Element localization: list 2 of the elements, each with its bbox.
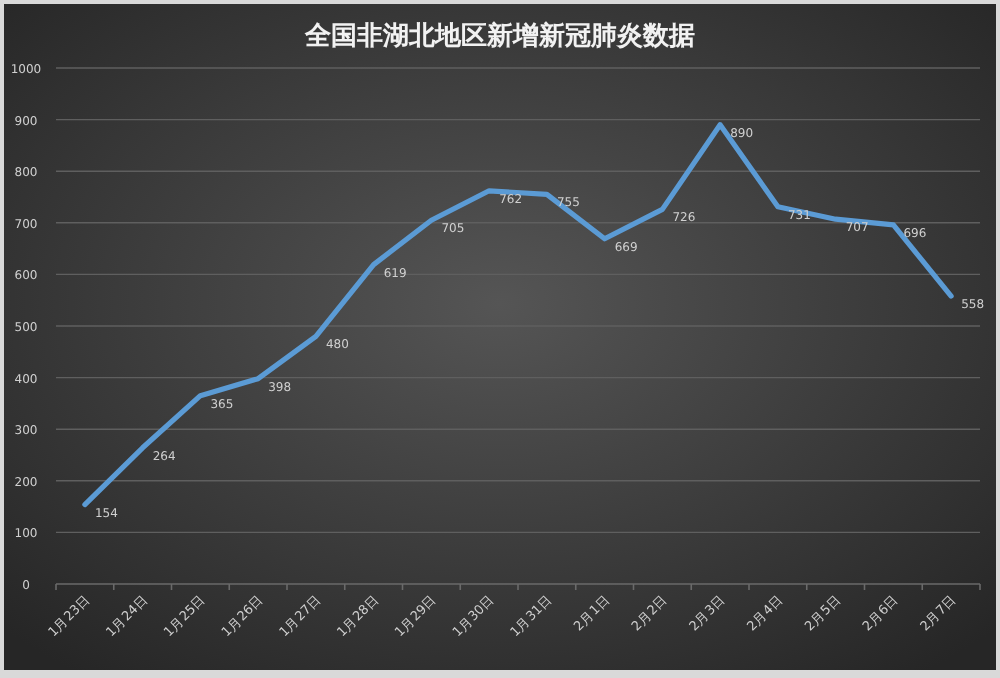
chart-title: 全国非湖北地区新增新冠肺炎数据 — [303, 20, 695, 52]
line-series — [82, 122, 954, 508]
